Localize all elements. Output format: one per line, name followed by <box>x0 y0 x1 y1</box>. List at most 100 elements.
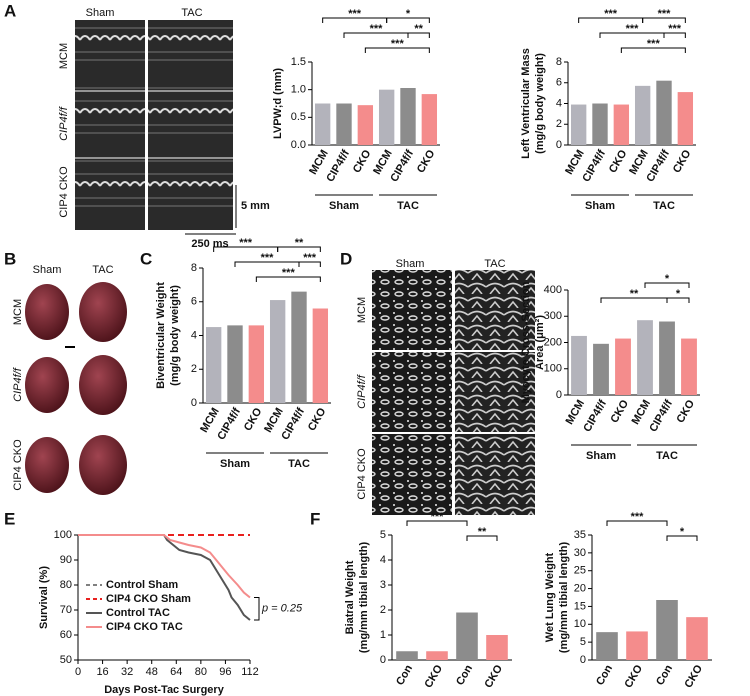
y-axis-title: (mg/g body weight) <box>169 285 181 386</box>
significance-bracket <box>255 276 321 282</box>
bar <box>571 335 587 395</box>
x-tick-label: CKO <box>674 398 697 426</box>
y-tick-label: 70 <box>60 604 72 616</box>
x-tick-label: CKO <box>682 663 705 691</box>
significance-label: ** <box>478 526 487 538</box>
y-tick-label: 80 <box>60 579 72 591</box>
histology-row: MCM <box>356 297 368 323</box>
significance-label: ** <box>630 288 639 300</box>
significance-label: ** <box>295 237 304 249</box>
significance-bracket <box>606 520 668 526</box>
bar <box>634 85 651 145</box>
significance-bracket <box>644 282 690 288</box>
echo-column: TAC <box>181 7 202 19</box>
significance-label: *** <box>658 8 672 20</box>
y-tick-label: 90 <box>60 554 72 566</box>
panel-label: A <box>4 1 16 20</box>
y-tick-label: 0 <box>580 654 586 666</box>
significance-label: * <box>406 8 411 20</box>
y-tick-label: 100 <box>544 363 562 375</box>
scale-label: 5 mm <box>241 200 270 212</box>
x-tick-label: CKO <box>608 398 631 426</box>
bar <box>659 321 675 395</box>
echo-row: CIP4f/f <box>58 106 70 141</box>
survival-line <box>78 534 251 621</box>
histology-row: CIP4 CKO <box>356 448 368 500</box>
group-label: TAC <box>288 458 310 470</box>
heart <box>25 357 69 413</box>
heart <box>25 437 69 493</box>
bar <box>626 631 648 660</box>
x-tick-label: 32 <box>121 666 133 678</box>
x-tick-label: CKO <box>671 148 694 176</box>
significance-label: *** <box>261 252 275 264</box>
y-tick-label: 0.5 <box>291 111 306 123</box>
x-tick-label: Con <box>454 663 475 688</box>
x-tick-label: 80 <box>195 666 207 678</box>
bar <box>592 103 608 145</box>
heart <box>25 284 69 340</box>
y-tick-label: 200 <box>544 336 562 348</box>
heart-row: MCM <box>12 299 24 325</box>
group-label: Sham <box>329 200 359 212</box>
bar <box>596 632 618 660</box>
y-tick-label: 50 <box>60 654 72 666</box>
panel-label: D <box>340 249 352 268</box>
y-tick-label: 2 <box>191 363 197 375</box>
bar <box>486 635 508 660</box>
x-tick-label: CKO <box>622 663 645 691</box>
scale-label: 250 ms <box>191 238 228 250</box>
x-tick-label: Con <box>394 663 415 688</box>
significance-label: * <box>680 526 685 538</box>
significance-bracket <box>666 535 698 541</box>
y-axis-title: Area (μm²) <box>534 315 546 370</box>
y-tick-label: 60 <box>60 629 72 641</box>
y-tick-label: 6 <box>556 77 562 89</box>
echo-column: Sham <box>86 7 115 19</box>
x-tick-label: 64 <box>170 666 182 678</box>
histology-images <box>372 270 535 515</box>
echo-image <box>148 20 233 230</box>
group-label: Sham <box>220 458 250 470</box>
heart-row: CIP4 CKO <box>12 439 24 491</box>
y-tick-label: 4 <box>380 554 386 566</box>
x-tick-label: Con <box>654 663 675 688</box>
y-axis-title: Survival (%) <box>38 566 50 629</box>
legend-label: Control Sham <box>106 579 178 591</box>
bar <box>396 651 418 660</box>
histology-row: CIP4f/f <box>356 374 368 409</box>
group-label: Sham <box>585 200 615 212</box>
significance-bracket <box>642 17 686 23</box>
y-tick-label: 8 <box>191 262 197 274</box>
bar <box>400 88 416 145</box>
panel-label: F <box>310 509 320 528</box>
heart-column: Sham <box>33 264 62 276</box>
bar <box>677 92 694 145</box>
bar <box>336 103 352 145</box>
x-tick-label: CKO <box>306 406 329 434</box>
legend-label: Control TAC <box>106 607 170 619</box>
bar <box>248 325 265 403</box>
significance-label: *** <box>604 8 618 20</box>
bar <box>681 338 697 395</box>
significance-label: *** <box>431 511 445 523</box>
y-axis-title: Biatral Weight <box>344 560 356 634</box>
x-tick-label: 48 <box>146 666 158 678</box>
p-bracket <box>254 597 260 621</box>
x-tick-label: Con <box>594 663 615 688</box>
bar <box>357 105 374 145</box>
y-tick-label: 2 <box>380 604 386 616</box>
y-tick-label: 6 <box>191 296 197 308</box>
y-axis-title: Left Ventricular Mass <box>520 48 532 159</box>
y-tick-label: 0 <box>191 397 197 409</box>
y-axis-title: (mg/mm tibial length) <box>358 542 370 654</box>
y-tick-label: 8 <box>556 56 562 68</box>
significance-label: ** <box>414 23 423 35</box>
significance-bracket <box>298 261 321 267</box>
significance-bracket <box>277 246 321 252</box>
y-axis-title: Myocyte Cross-Section <box>520 281 532 403</box>
y-tick-label: 400 <box>544 284 562 296</box>
bar <box>205 327 222 403</box>
significance-label: * <box>676 288 681 300</box>
y-tick-label: 300 <box>544 310 562 322</box>
